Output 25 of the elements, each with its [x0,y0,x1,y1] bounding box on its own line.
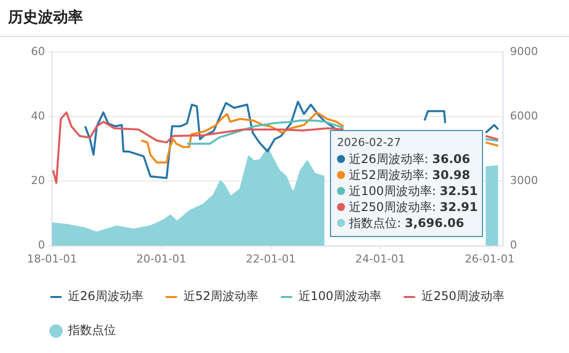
y2-tick-label: 9000 [510,44,538,58]
annotation: 近26周波动率: 36.06 [348,151,472,167]
y-tick-label: 0 [38,238,45,252]
annotation: 近52周波动率: 30.98 [348,167,472,183]
y2-tick-label: 3000 [510,174,538,188]
x-tick-label: 18-01-01 [27,252,77,266]
y2-tick-label: 0 [510,238,518,252]
x-tick-label: 24-01-01 [355,252,406,266]
y-tick-label: 60 [30,44,45,58]
legend-label: 指数点位 [67,323,116,338]
legend-label: 近52周波动率 [183,289,259,304]
annotation: 2026-02-27 [336,135,402,151]
legend-label: 近100周波动率 [298,289,382,304]
y-tick-label: 20 [30,174,45,188]
legend-label: 近26周波动率 [68,289,144,304]
x-tick-label: 20-01-01 [136,252,186,266]
annotation: 指数点位: 3,696.06 [348,215,466,231]
chart-title: 历史波动率 [8,8,83,27]
x-tick-label: 26-01-01 [464,252,515,266]
x-tick-label: 22-01-01 [246,252,296,266]
y2-tick-label: 6000 [510,109,538,122]
annotation: 近250周波动率: 32.91 [348,199,479,215]
y-tick-label: 40 [30,109,45,122]
annotation: 近100周波动率: 32.51 [348,183,479,199]
legend-label: 近250周波动率 [421,289,504,304]
